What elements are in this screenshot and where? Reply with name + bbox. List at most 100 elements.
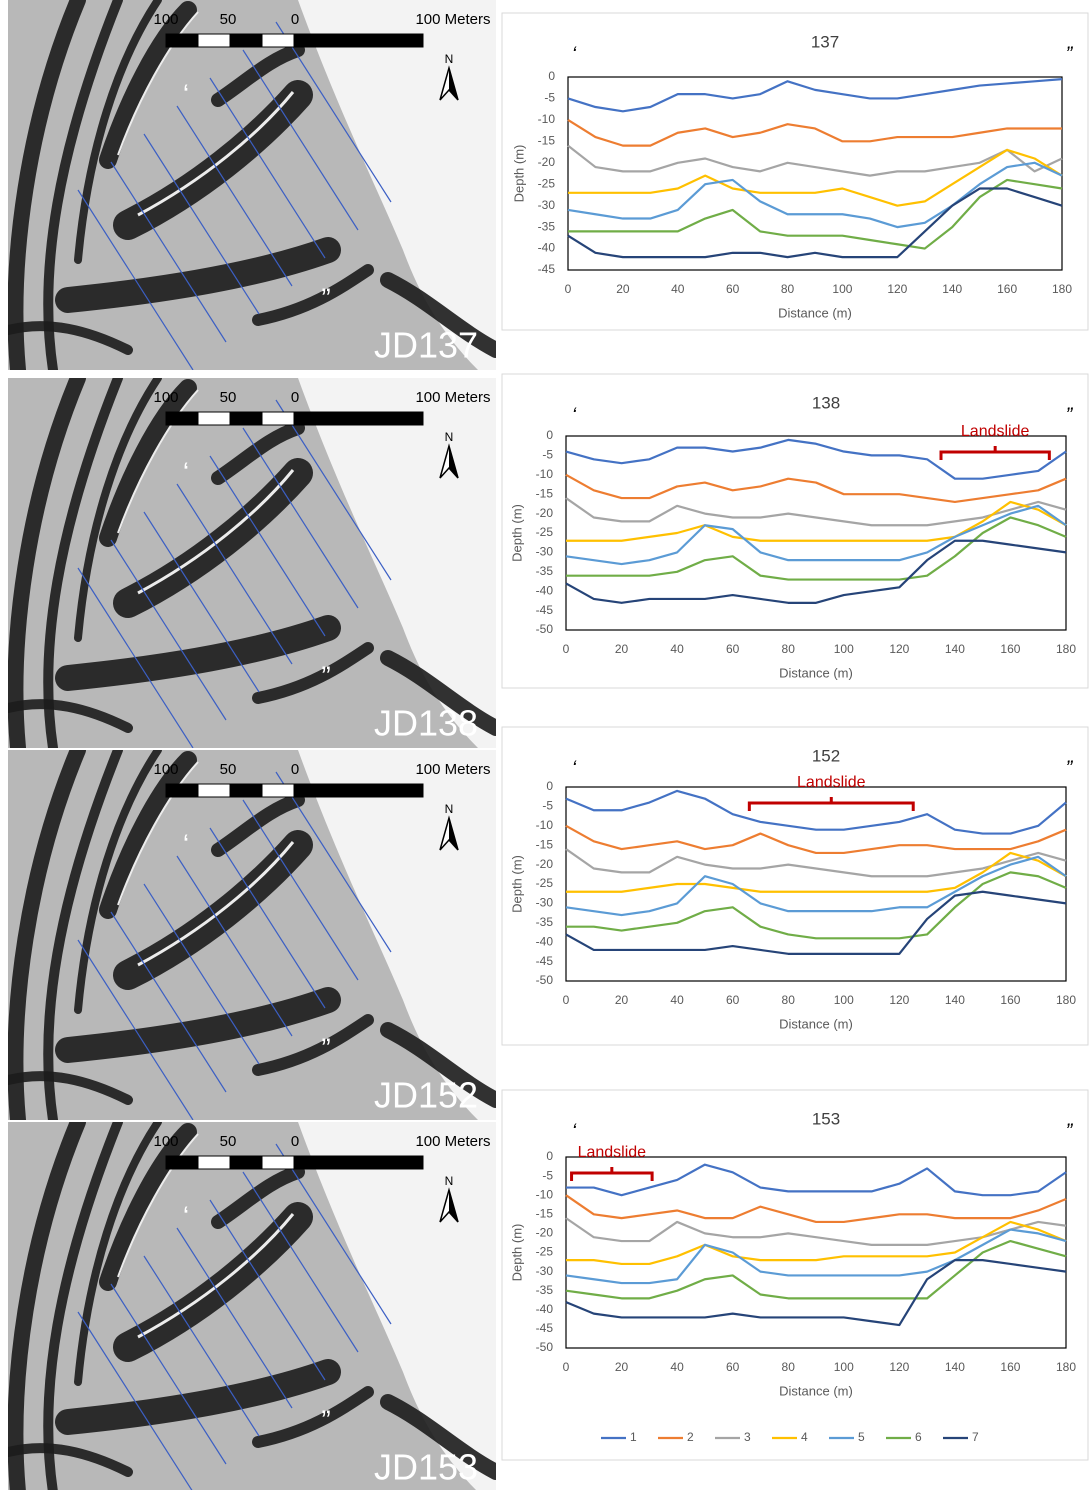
end-label: ”	[321, 660, 330, 691]
series-line	[567, 78, 1063, 113]
y-tick-label: -20	[536, 506, 554, 520]
scale-label: 50	[220, 1133, 237, 1150]
plot-frame	[565, 435, 1067, 631]
series-line	[565, 855, 1067, 917]
ridge	[380, 1022, 496, 1108]
x-tick-label: 60	[726, 1360, 740, 1374]
y-tick-label: -45	[536, 603, 554, 617]
y-tick-label: 0	[548, 69, 555, 83]
x-tick-label: 20	[615, 1360, 629, 1374]
start-label: ‘	[183, 828, 189, 859]
chart-title: 153	[812, 1109, 840, 1128]
series-line	[565, 1259, 1067, 1327]
map-panel: 100 50 0 100 Meters N ‘ ” JD137	[8, 0, 496, 370]
series-line	[567, 144, 1063, 177]
y-tick-label: -20	[536, 1226, 554, 1240]
ridge	[55, 615, 341, 691]
transect-line	[242, 799, 359, 981]
ridge	[252, 264, 374, 326]
scale-bar	[197, 783, 231, 798]
y-axis-label: Depth (m)	[511, 145, 526, 203]
legend-label: 4	[801, 1430, 808, 1444]
transect-line	[77, 939, 194, 1120]
scale-bar	[197, 411, 231, 426]
ridge	[211, 793, 305, 857]
start-label: ‘	[183, 1200, 189, 1231]
transect-line	[242, 427, 359, 609]
north-label: N	[445, 52, 454, 66]
y-tick-label: -45	[538, 262, 556, 276]
north-arrow-half	[449, 446, 458, 478]
series-line	[566, 1220, 1067, 1266]
scale-bar	[229, 1155, 263, 1170]
x-tick-label: 180	[1052, 282, 1072, 296]
series-line	[565, 473, 1067, 504]
chart: 152 ‘ ” 0 -5 -10 -15 -20 -25 -30 -35 -40 -45 -50 0 20 40…	[501, 726, 1089, 1046]
y-tick-label: -50	[536, 622, 554, 636]
x-tick-label: 140	[945, 642, 965, 656]
y-tick-label: -5	[544, 91, 555, 105]
x-tick-label: 120	[889, 993, 909, 1007]
ridge	[252, 642, 374, 704]
legend-label: 1	[630, 1430, 637, 1444]
series-line	[565, 1194, 1067, 1224]
ridge	[99, 379, 197, 547]
x-tick-label: 20	[616, 282, 630, 296]
chart-panel	[501, 373, 1089, 689]
chart-title: 137	[811, 32, 839, 51]
transect-line	[110, 161, 227, 343]
scale-label: 100	[153, 1133, 178, 1150]
x-axis-label: Distance (m)	[779, 1016, 853, 1031]
ridge	[211, 421, 305, 485]
x-axis-label: Distance (m)	[778, 305, 852, 320]
chart: 138 ‘ ” 0 -5 -10 -15 -20 -25 -30 -35 -40 -45 -50 0 20 40…	[501, 373, 1089, 689]
y-tick-label: -5	[542, 448, 553, 462]
annotation-label: Landslide	[961, 423, 1030, 440]
north-arrow-half	[449, 68, 458, 100]
annotation-label: Landslide	[797, 774, 866, 791]
x-tick-label: 40	[671, 282, 685, 296]
transect-line	[77, 567, 194, 748]
ridge-highlight	[117, 1133, 199, 1278]
x-tick-label: 80	[781, 282, 795, 296]
series-line	[565, 789, 1067, 835]
series-line	[565, 1239, 1067, 1300]
x-tick-label: 20	[615, 993, 629, 1007]
ridge	[211, 1165, 305, 1229]
scale-bar	[293, 33, 424, 48]
y-tick-label: -20	[536, 857, 554, 871]
scale-bar	[229, 33, 263, 48]
end-label: ”	[1066, 757, 1074, 779]
scale-bar	[165, 783, 199, 798]
chart-panel	[501, 726, 1089, 1046]
ridge-highlight	[117, 389, 199, 534]
x-axis-label: Distance (m)	[779, 665, 853, 680]
map-label: JD152	[374, 1075, 478, 1116]
scale-label: 100	[153, 761, 178, 778]
y-tick-label: -10	[536, 467, 554, 481]
end-label: ”	[321, 1032, 330, 1063]
series-line	[565, 1228, 1067, 1285]
ridge-highlight	[117, 11, 199, 156]
scale-bar	[229, 411, 263, 426]
map-label: JD138	[374, 703, 478, 744]
scale-bar	[293, 1155, 424, 1170]
x-tick-label: 120	[889, 1360, 909, 1374]
scale-bar	[261, 783, 295, 798]
y-tick-label: -10	[536, 1187, 554, 1201]
ridge	[380, 650, 496, 736]
series-line	[566, 851, 1067, 893]
x-tick-label: 180	[1056, 993, 1076, 1007]
y-tick-label: -15	[536, 837, 554, 851]
y-tick-label: -45	[536, 954, 554, 968]
transect-line	[209, 455, 326, 637]
start-label: ‘	[572, 757, 577, 779]
x-tick-label: 100	[834, 993, 854, 1007]
transect-line	[143, 511, 260, 693]
x-tick-label: 120	[889, 642, 909, 656]
ridge	[380, 1394, 496, 1480]
scale-label: 0	[291, 389, 299, 406]
series-line	[568, 148, 1063, 207]
x-tick-label: 180	[1056, 1360, 1076, 1374]
